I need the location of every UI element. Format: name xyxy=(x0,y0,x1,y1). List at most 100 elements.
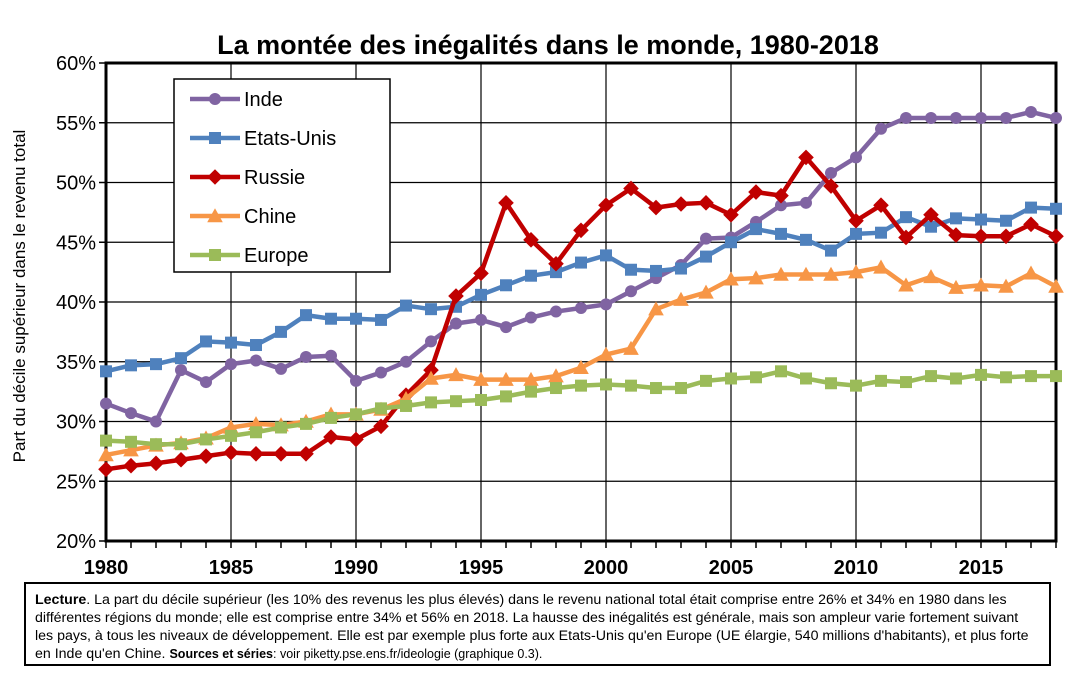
data-point xyxy=(975,213,987,226)
data-point xyxy=(450,395,462,408)
data-point xyxy=(600,298,612,311)
data-point xyxy=(773,266,789,281)
y-tick-label: 30% xyxy=(56,412,96,434)
data-point xyxy=(975,368,987,381)
data-point xyxy=(698,195,714,211)
legend-marker xyxy=(207,208,223,223)
data-point xyxy=(350,408,362,421)
data-point xyxy=(925,220,937,233)
data-point xyxy=(600,249,612,262)
data-point xyxy=(350,312,362,325)
data-point xyxy=(800,372,812,385)
y-tick-label: 20% xyxy=(56,531,96,553)
data-point xyxy=(1023,265,1039,280)
series-etats-unis xyxy=(100,201,1062,378)
y-tick-label: 25% xyxy=(56,471,96,493)
data-point xyxy=(598,346,614,361)
legend-item: Russie xyxy=(190,167,305,189)
data-point xyxy=(498,195,514,211)
data-point xyxy=(898,277,914,292)
series-inde xyxy=(100,105,1062,428)
data-point xyxy=(998,228,1014,245)
data-point xyxy=(498,371,514,386)
lecture-text: . La part du décile supérieur (les 10% d… xyxy=(35,592,1029,662)
x-tick-label: 1980 xyxy=(84,557,129,579)
data-point xyxy=(873,197,889,214)
data-point xyxy=(523,371,539,386)
y-tick-label: 40% xyxy=(56,292,96,314)
data-point xyxy=(625,285,637,298)
data-point xyxy=(700,232,712,245)
data-point xyxy=(998,278,1014,293)
data-point xyxy=(250,354,262,367)
data-point xyxy=(425,396,437,409)
data-point xyxy=(950,372,962,385)
x-tick-label: 2015 xyxy=(959,557,1004,579)
data-point xyxy=(1050,370,1062,383)
data-point xyxy=(100,434,112,447)
data-point xyxy=(623,340,639,355)
data-point xyxy=(725,236,737,249)
legend-label: Chine xyxy=(244,206,296,228)
legend-marker xyxy=(209,132,221,144)
data-point xyxy=(150,438,162,451)
series-europe xyxy=(100,365,1062,451)
sources-label: Sources et séries xyxy=(169,647,274,661)
data-point xyxy=(775,365,787,378)
data-point xyxy=(1050,111,1062,124)
data-point xyxy=(273,445,289,462)
data-point xyxy=(98,461,114,478)
data-point xyxy=(950,111,962,124)
x-tick-label: 1985 xyxy=(209,557,254,579)
data-point xyxy=(800,196,812,209)
data-point xyxy=(175,352,187,365)
data-point xyxy=(1048,278,1064,293)
data-point xyxy=(325,349,337,362)
data-point xyxy=(675,262,687,275)
data-point xyxy=(1025,370,1037,383)
data-point xyxy=(123,442,139,457)
data-point xyxy=(348,431,364,448)
data-point xyxy=(425,303,437,316)
legend-label: Inde xyxy=(244,89,283,111)
data-point xyxy=(100,365,112,378)
data-point xyxy=(275,362,287,375)
data-point xyxy=(1025,105,1037,118)
data-point xyxy=(923,206,939,223)
data-point xyxy=(900,111,912,124)
data-point xyxy=(473,265,489,282)
data-point xyxy=(798,149,814,166)
data-point xyxy=(900,376,912,389)
data-point xyxy=(748,270,764,285)
data-point xyxy=(225,429,237,442)
data-point xyxy=(598,197,614,214)
data-point xyxy=(98,447,114,462)
data-point xyxy=(123,457,139,474)
x-tick-label: 1995 xyxy=(459,557,504,579)
data-point xyxy=(298,445,314,462)
data-point xyxy=(500,390,512,403)
data-point xyxy=(425,335,437,348)
data-point xyxy=(400,299,412,312)
data-point xyxy=(1050,202,1062,215)
data-point xyxy=(773,187,789,204)
data-point xyxy=(473,371,489,386)
legend-marker xyxy=(209,93,221,105)
data-point xyxy=(248,445,264,462)
data-point xyxy=(325,312,337,325)
data-point xyxy=(948,227,964,243)
chart: La montée des inégalités dans le monde, … xyxy=(10,30,1064,579)
data-point xyxy=(475,393,487,406)
data-point xyxy=(525,311,537,324)
y-tick-label: 50% xyxy=(56,173,96,195)
data-point xyxy=(423,362,439,378)
legend-item: Inde xyxy=(190,89,283,111)
data-point xyxy=(275,421,287,434)
data-point xyxy=(475,313,487,326)
data-point xyxy=(175,438,187,451)
data-point xyxy=(925,111,937,124)
data-point xyxy=(1025,201,1037,214)
legend-label: Etats-Unis xyxy=(244,128,336,150)
series-chine xyxy=(98,259,1064,462)
data-point xyxy=(698,284,714,299)
